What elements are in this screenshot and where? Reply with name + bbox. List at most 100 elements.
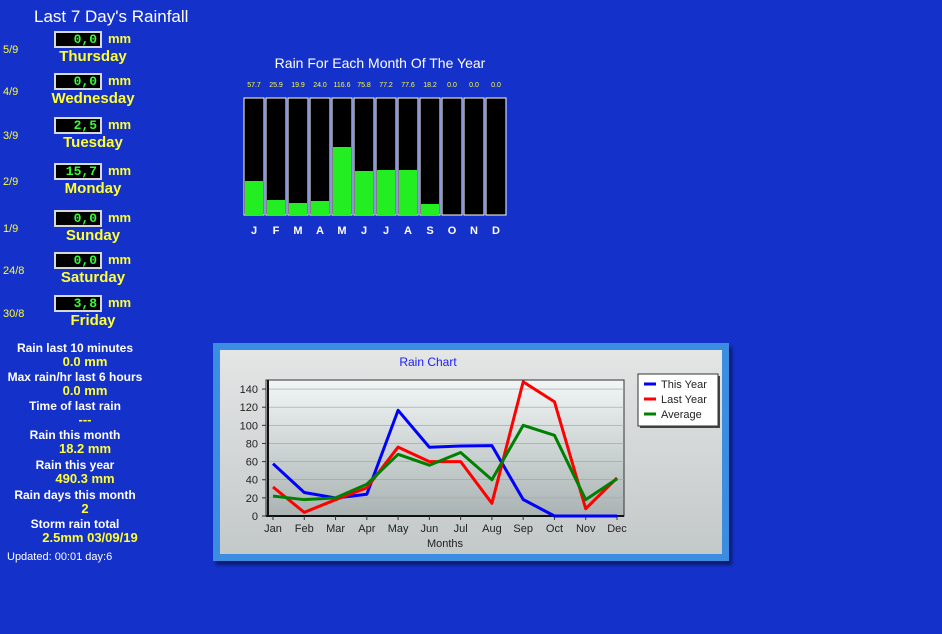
month-tick-label: O [448, 225, 457, 237]
bar-value-label: 0.0 [469, 82, 479, 89]
rain-line-chart: Rain Chart 0 20 40 60 80 100 120 140 Jan Feb Mar Apr… [240, 355, 720, 550]
month-tick-label: A [404, 225, 412, 237]
month-tick-label: M [337, 225, 346, 237]
stat-label: Rain this year [35, 458, 115, 472]
bar-value-label: 0.0 [447, 82, 457, 89]
day-name: Sunday [65, 227, 121, 244]
day-unit: mm [108, 31, 132, 46]
month-tick-label: M [293, 225, 302, 237]
day-row: 30/8 3,8 mm Friday [0, 295, 200, 335]
y-tick-label: 100 [240, 420, 258, 432]
x-tick-label: Aug [482, 523, 502, 535]
stat-block: Time of last rain --- [0, 399, 150, 427]
day-unit: mm [108, 73, 132, 88]
x-tick-label: May [388, 523, 409, 535]
stat-label: Max rain/hr last 6 hours [7, 370, 143, 384]
legend-label: Last Year [661, 394, 707, 406]
day-row: 24/8 0,0 mm Saturday [0, 252, 200, 292]
month-tick-label: S [426, 225, 433, 237]
day-unit: mm [108, 252, 132, 267]
y-tick-label: 80 [246, 438, 258, 450]
month-tick-label: F [273, 225, 280, 237]
day-date: 2/9 [3, 176, 19, 188]
bar [333, 147, 351, 215]
bar-value-label: 0.0 [491, 82, 501, 89]
bar [245, 181, 263, 215]
day-name: Wednesday [51, 90, 135, 107]
bar-slot [419, 97, 441, 216]
bar [289, 203, 307, 215]
x-axis-label: Months [427, 538, 464, 550]
month-tick-label: J [383, 225, 389, 237]
monthly-rain-bar-chart: 57.7 J 25.9 F 19.9 M 24.0 A 116.6 M 75.8 J 77.2 J 77.6… [243, 82, 507, 237]
bar-value-label: 24.0 [313, 82, 327, 89]
x-tick-label: Apr [358, 523, 375, 535]
day-date: 5/9 [3, 44, 19, 56]
day-rain-value: 0,0 [54, 31, 102, 48]
bar-value-label: 116.6 [334, 82, 351, 89]
rain-chart-panel: Rain Chart 0 20 40 60 80 100 120 140 Jan Feb Mar Apr… [213, 343, 729, 561]
y-tick-label: 60 [246, 457, 258, 469]
day-rain-value: 0,0 [54, 73, 102, 90]
stat-block: Max rain/hr last 6 hours 0.0 mm [0, 370, 150, 398]
legend-label: Average [661, 409, 702, 421]
day-rain-value: 0,0 [54, 252, 102, 269]
bar [267, 200, 285, 215]
day-date: 3/9 [3, 130, 19, 142]
bar-value-label: 77.2 [379, 82, 393, 89]
stat-label: Rain days this month [14, 488, 136, 502]
monthly-chart-title: Rain For Each Month Of The Year [274, 55, 486, 71]
day-name: Friday [70, 312, 116, 329]
x-tick-label: Jan [264, 523, 282, 535]
stat-label: Rain last 10 minutes [16, 341, 134, 355]
x-tick-label: Mar [326, 523, 345, 535]
bar-value-label: 19.9 [291, 82, 305, 89]
month-tick-label: A [316, 225, 324, 237]
y-tick-label: 140 [240, 384, 258, 396]
bar [399, 170, 417, 215]
day-rain-value: 2,5 [54, 117, 102, 134]
stat-label: Time of last rain [29, 399, 121, 413]
day-name: Monday [64, 180, 122, 197]
x-tick-label: Sep [513, 523, 533, 535]
x-tick-label: Oct [546, 523, 563, 535]
bar-value-label: 25.9 [269, 82, 283, 89]
day-rain-value: 3,8 [54, 295, 102, 312]
bar [355, 171, 373, 215]
day-row: 4/9 0,0 mm Wednesday [0, 73, 200, 113]
series-line-average [272, 423, 618, 502]
stat-value: --- [78, 412, 92, 427]
day-unit: mm [108, 117, 132, 132]
day-name: Thursday [59, 48, 127, 65]
bar-value-label: 75.8 [357, 82, 371, 89]
day-date: 1/9 [3, 223, 19, 235]
day-unit: mm [108, 163, 132, 178]
day-name: Saturday [60, 269, 126, 286]
stat-block: Rain this year 490.3 mm [0, 458, 150, 486]
bar-value-label: 57.7 [247, 82, 261, 89]
stat-block: Rain this month 18.2 mm [0, 428, 150, 456]
stat-value: 0.0 mm [62, 383, 108, 398]
stat-block: Rain last 10 minutes 0.0 mm [0, 341, 150, 369]
bar-slot [485, 97, 507, 216]
bar-slot [265, 97, 287, 216]
day-date: 24/8 [3, 265, 25, 277]
updated-timestamp: Updated: 00:01 day:6 [7, 551, 113, 563]
day-unit: mm [108, 210, 132, 225]
day-row: 5/9 0,0 mm Thursday [0, 31, 200, 71]
month-tick-label: D [492, 225, 500, 237]
day-unit: mm [108, 295, 132, 310]
bar-value-label: 18.2 [423, 82, 437, 89]
stat-label: Storm rain total [30, 517, 120, 531]
line-chart-title: Rain Chart [399, 355, 457, 369]
x-tick-label: Feb [295, 523, 314, 535]
y-tick-label: 20 [246, 493, 258, 505]
stat-block: Rain days this month 2 [0, 488, 150, 516]
series-line-last-year [272, 380, 619, 514]
bar-slot [463, 97, 485, 216]
bar-slot [287, 97, 309, 216]
legend-label: This Year [661, 379, 707, 391]
page-title: Last 7 Day's Rainfall [34, 7, 189, 26]
bar [377, 170, 395, 215]
y-tick-label: 40 [246, 475, 258, 487]
